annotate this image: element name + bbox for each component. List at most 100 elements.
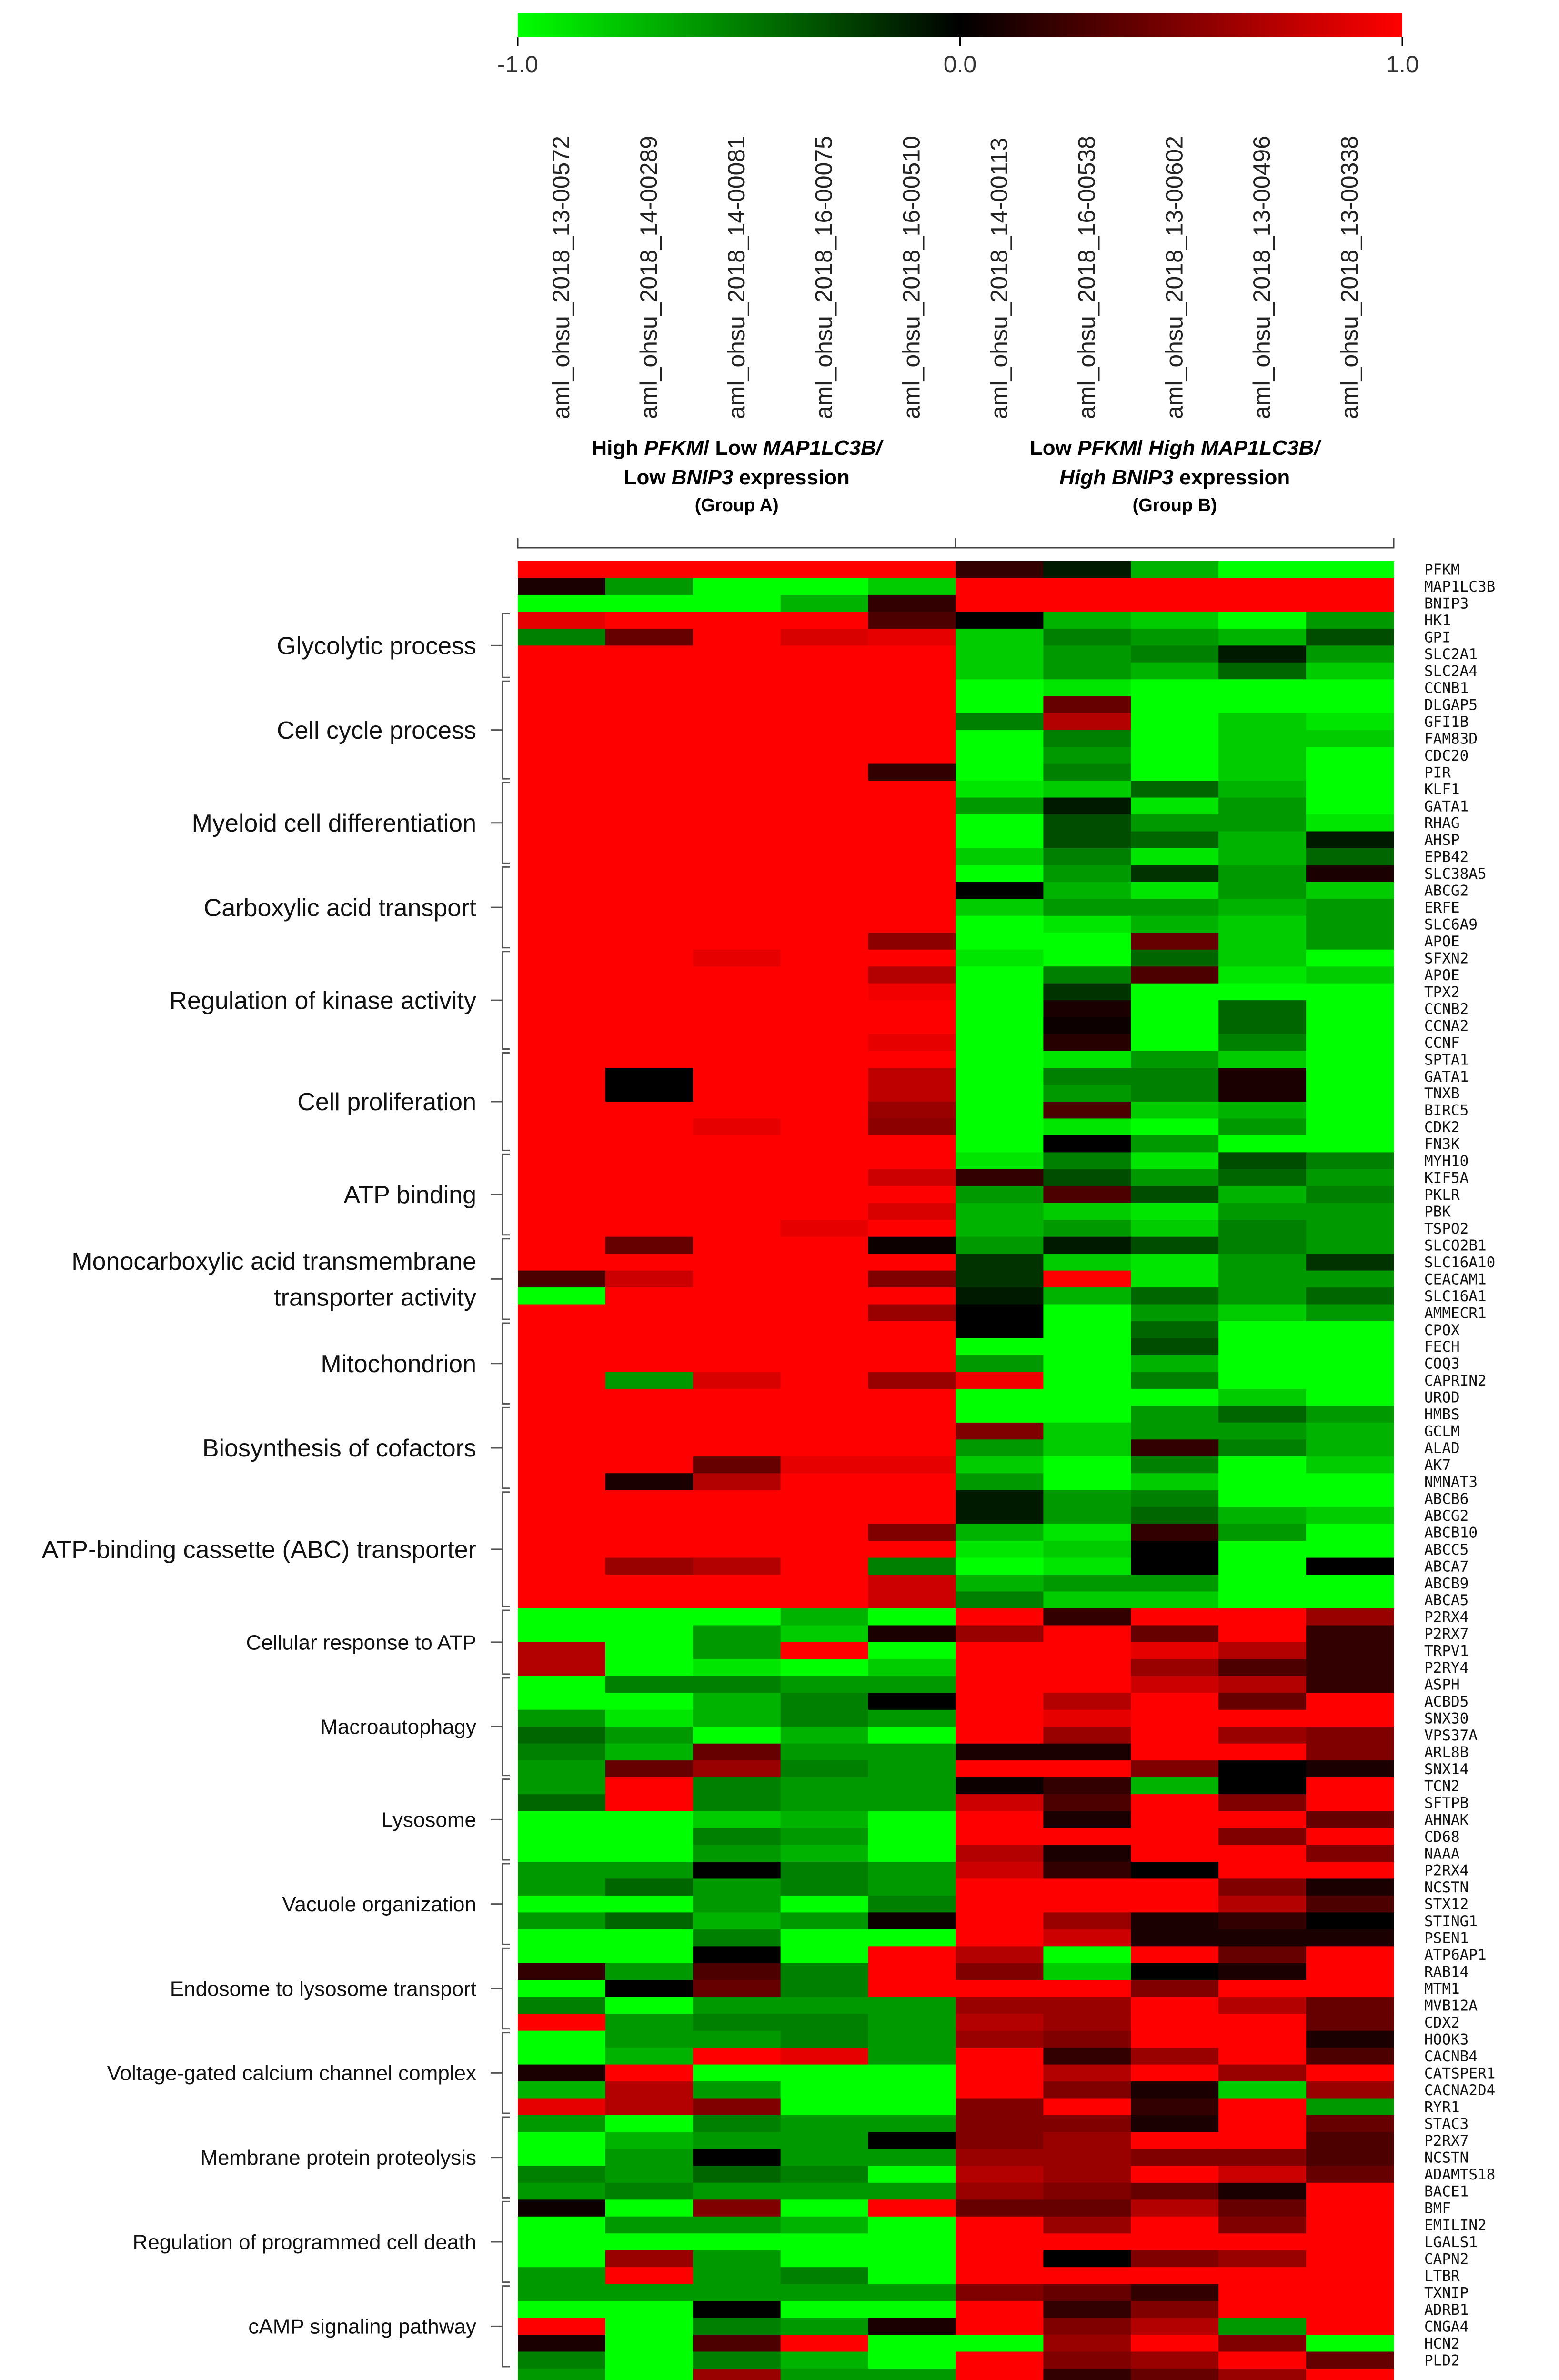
heatmap-cell xyxy=(780,1659,869,1677)
heatmap-cell xyxy=(605,2182,694,2200)
heatmap-cell xyxy=(1043,628,1131,646)
gene-label: NCSTN xyxy=(1424,1879,1468,1896)
gene-label: CEACAM1 xyxy=(1424,1271,1487,1288)
gene-label: SLC2A4 xyxy=(1424,663,1478,680)
heatmap-cell xyxy=(956,915,1044,933)
heatmap-cells xyxy=(518,561,1394,2380)
pathway-label: Vacuole organization xyxy=(282,1893,476,1916)
heatmap-cell xyxy=(693,1321,781,1339)
heatmap-cell xyxy=(693,1118,781,1136)
heatmap-cell xyxy=(868,1321,956,1339)
heatmap-cell xyxy=(780,1236,869,1254)
gene-label: ABCA7 xyxy=(1424,1558,1468,1575)
heatmap-cell xyxy=(780,2351,869,2369)
heatmap-cell xyxy=(1306,1034,1394,1052)
heatmap-cell xyxy=(605,1169,694,1186)
heatmap-cell xyxy=(1043,915,1131,933)
heatmap-cell xyxy=(956,1997,1044,2014)
heatmap-cell xyxy=(868,2301,956,2319)
heatmap-cell xyxy=(956,1017,1044,1034)
heatmap-cell xyxy=(518,1085,606,1102)
heatmap-cell xyxy=(868,662,956,680)
heatmap-cell xyxy=(693,2335,781,2352)
heatmap-cell xyxy=(1218,2301,1307,2319)
heatmap-cell xyxy=(868,1760,956,1778)
heatmap-cell xyxy=(1131,1676,1219,1693)
heatmap-cell xyxy=(693,1051,781,1068)
heatmap-cell xyxy=(1306,933,1394,950)
heatmap-cell xyxy=(780,2335,869,2352)
heatmap-cell xyxy=(1131,2318,1219,2335)
heatmap-cell xyxy=(518,2369,606,2380)
heatmap-cell xyxy=(1306,1135,1394,1153)
heatmap-cell xyxy=(780,797,869,815)
gene-label: NAAA xyxy=(1424,1845,1460,1862)
heatmap-cell xyxy=(956,1068,1044,1085)
heatmap-cell xyxy=(518,2250,606,2268)
heatmap-cell xyxy=(605,1507,694,1525)
pathway-bracket xyxy=(502,2200,510,2283)
heatmap-cell xyxy=(605,747,694,764)
gene-label: GATA1 xyxy=(1424,1068,1468,1085)
heatmap-cell xyxy=(518,1608,606,1626)
heatmap-cell xyxy=(956,612,1044,629)
heatmap-cell xyxy=(693,713,781,731)
heatmap-cell xyxy=(1043,1085,1131,1102)
heatmap-cell xyxy=(605,1017,694,1034)
heatmap-cell xyxy=(605,2335,694,2352)
heatmap-cell xyxy=(780,662,869,680)
heatmap-cell xyxy=(1218,612,1307,629)
heatmap-cell xyxy=(1043,2318,1131,2335)
heatmap-cell xyxy=(956,1946,1044,1964)
heatmap-cell xyxy=(1131,1051,1219,1068)
pathway-label: Myeloid cell differentiation xyxy=(192,810,476,837)
heatmap-cell xyxy=(1131,1372,1219,1389)
heatmap-cell xyxy=(1131,1439,1219,1457)
heatmap-cell xyxy=(868,1220,956,1237)
heatmap-cell xyxy=(1218,679,1307,697)
gene-label: APOE xyxy=(1424,967,1460,984)
heatmap-cell xyxy=(868,1118,956,1136)
heatmap-cell xyxy=(693,1000,781,1018)
heatmap-cell xyxy=(780,915,869,933)
heatmap-cell xyxy=(1043,1338,1131,1356)
heatmap-cell xyxy=(956,1135,1044,1153)
heatmap-cell xyxy=(956,1254,1044,1271)
pathway-bracket xyxy=(502,680,510,780)
heatmap-cell xyxy=(693,1068,781,1085)
heatmap-cell xyxy=(1131,1118,1219,1136)
heatmap-cell xyxy=(1043,2115,1131,2133)
heatmap-cell xyxy=(1306,2030,1394,2048)
gene-label: LTBR xyxy=(1424,2268,1460,2285)
gene-label: ALAD xyxy=(1424,1440,1460,1457)
heatmap-cell xyxy=(868,1000,956,1018)
heatmap-cell xyxy=(1218,1321,1307,1339)
heatmap-cell xyxy=(780,1743,869,1761)
heatmap-cell xyxy=(780,1895,869,1913)
heatmap-cell xyxy=(1131,2014,1219,2031)
heatmap-cell xyxy=(1043,1000,1131,1018)
heatmap-cell xyxy=(1218,2233,1307,2251)
heatmap-cell xyxy=(693,781,781,798)
heatmap-cell xyxy=(868,594,956,612)
heatmap-cell xyxy=(1306,1608,1394,1626)
heatmap-cell xyxy=(868,1236,956,1254)
heatmap-cell xyxy=(1131,1355,1219,1373)
heatmap-cell xyxy=(693,966,781,984)
heatmap-cell xyxy=(1306,1591,1394,1609)
heatmap-cell xyxy=(780,2182,869,2200)
heatmap-cell xyxy=(1218,1304,1307,1322)
heatmap-cell xyxy=(1306,1709,1394,1727)
heatmap-cell xyxy=(518,578,606,595)
heatmap-cell xyxy=(605,1845,694,1862)
heatmap-cell xyxy=(1131,848,1219,866)
gene-label: CDC20 xyxy=(1424,747,1468,764)
heatmap-cell xyxy=(868,1794,956,1812)
heatmap-cell xyxy=(518,1557,606,1575)
heatmap-cell xyxy=(518,1575,606,1592)
heatmap-cell xyxy=(693,696,781,713)
heatmap-cell xyxy=(868,1203,956,1220)
heatmap-cell xyxy=(518,2301,606,2319)
heatmap-cell xyxy=(605,1608,694,1626)
heatmap-cell xyxy=(780,578,869,595)
